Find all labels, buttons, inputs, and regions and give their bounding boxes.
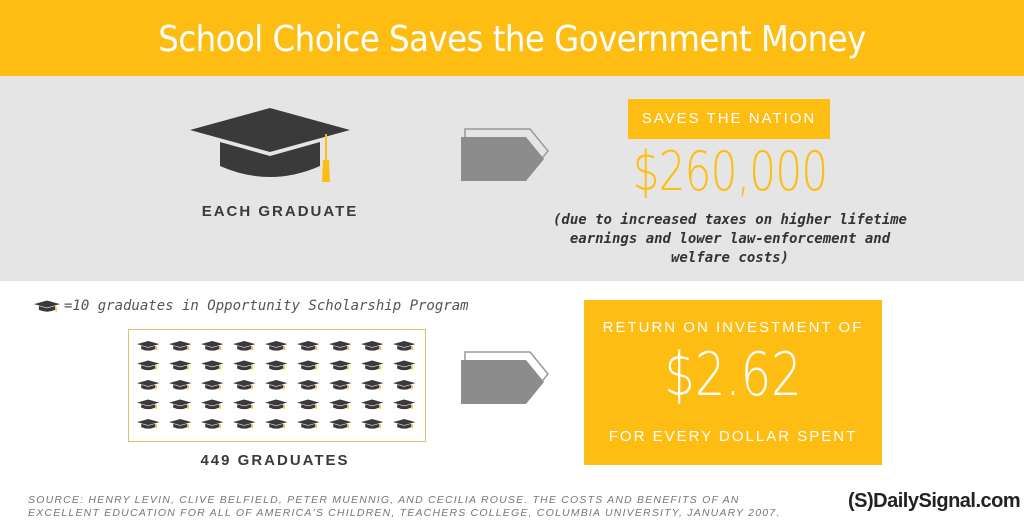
graduate-cap-icon [265, 341, 288, 351]
graduation-cap-icon [190, 108, 350, 182]
graduate-cap-icon [361, 360, 384, 371]
graduate-cap-icon [361, 399, 384, 410]
saves-label: SAVES THE NATION [641, 110, 817, 127]
graduate-cap-icon [201, 419, 224, 429]
legend-cap-icon [34, 300, 60, 312]
graduate-cap-icon [329, 360, 352, 371]
roi-label: RETURN ON INVESTMENT OF [602, 319, 864, 336]
graduate-cap-icon [265, 360, 288, 371]
graduate-cap-icon [265, 380, 288, 390]
graduate-cap-icon [329, 341, 352, 351]
roi-value: $2.62 [664, 340, 802, 410]
page-title: School Choice Saves the Government Money [158, 19, 866, 60]
graduate-cap-icon [233, 380, 256, 390]
arrow-icon [461, 351, 549, 404]
graduate-cap-icon [201, 380, 224, 390]
graduate-cap-icon [169, 360, 192, 371]
brand-logo[interactable]: (S)DailySignal.com [848, 490, 1021, 513]
graduate-cap-icon [329, 399, 352, 410]
graduate-cap-icon [361, 419, 384, 429]
graduate-cap-icon [201, 341, 224, 351]
graduate-cap-icon [233, 341, 256, 351]
legend-text: =10 graduates in Opportunity Scholarship… [64, 298, 469, 314]
graduate-cap-icon [393, 419, 416, 429]
graduate-cap-icon [137, 419, 160, 429]
graduate-cap-icon [169, 399, 192, 410]
graduate-cap-icon [265, 419, 288, 429]
roi-sublabel: FOR EVERY DOLLAR SPENT [608, 428, 858, 445]
graduate-cap-icon [297, 419, 320, 429]
graduate-cap-icon [393, 399, 416, 410]
graduate-cap-icon [329, 380, 352, 390]
graduate-cap-icon [233, 399, 256, 410]
graduate-cap-icon [233, 419, 256, 429]
graduate-cap-icon [297, 360, 320, 371]
graduate-cap-icon [169, 380, 192, 390]
graduates-count: 449 GRADUATES [200, 452, 350, 469]
graduate-cap-icon [201, 360, 224, 371]
graduates-icon-grid [137, 341, 416, 429]
graduate-cap-icon [297, 341, 320, 351]
header-bar [0, 0, 1024, 76]
graduate-cap-icon [137, 360, 160, 371]
graduate-cap-icon [169, 341, 192, 351]
graduate-cap-icon [137, 341, 160, 351]
graduate-cap-icon [233, 360, 256, 371]
graduate-cap-icon [137, 399, 160, 410]
savings-amount: $260,000 [632, 140, 829, 203]
graduate-cap-icon [201, 399, 224, 410]
graduate-cap-icon [329, 419, 352, 429]
each-graduate-label: EACH GRADUATE [201, 203, 359, 220]
graduate-cap-icon [137, 380, 160, 390]
graduate-cap-icon [265, 399, 288, 410]
graduates-grid [128, 329, 426, 442]
brand-text: DailySignal.com [873, 490, 1021, 512]
source-citation: SOURCE: HENRY LEVIN, CLIVE BELFIELD, PET… [28, 494, 781, 519]
saves-label-box [628, 99, 830, 139]
savings-note: (due to increased taxes on higher lifeti… [552, 212, 907, 266]
graduate-cap-icon [297, 399, 320, 410]
graduate-cap-icon [361, 380, 384, 390]
arrow-icon [461, 128, 549, 181]
graduate-cap-icon [393, 360, 416, 371]
graduate-cap-icon [393, 380, 416, 390]
graduate-cap-icon [169, 419, 192, 429]
graduate-cap-icon [393, 341, 416, 351]
roi-box [584, 300, 882, 465]
brand-mark: (S) [848, 490, 874, 512]
graduate-cap-icon [297, 380, 320, 390]
graduate-cap-icon [361, 341, 384, 351]
